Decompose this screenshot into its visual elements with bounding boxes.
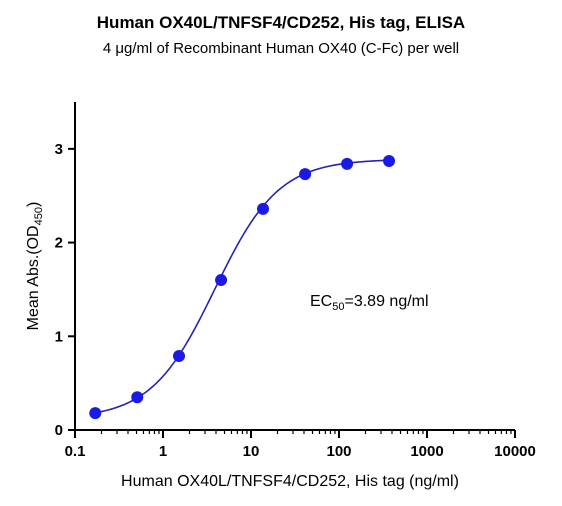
y-axis-label: Mean Abs.(OD450) — [25, 202, 45, 331]
x-tick-label: 10000 — [494, 443, 536, 460]
ec50-prefix: EC — [310, 293, 332, 310]
y-tick-label: 3 — [55, 141, 63, 158]
y-tick-label: 1 — [55, 328, 63, 345]
x-axis-label: Human OX40L/TNFSF4/CD252, His tag (ng/ml… — [121, 473, 459, 490]
data-point — [89, 407, 102, 420]
fit-curve — [95, 159, 390, 414]
y-axis-label-close: ) — [25, 202, 42, 207]
chart-subtitle: 4 μg/ml of Recombinant Human OX40 (C-Fc)… — [103, 40, 459, 57]
x-tick-label: 1000 — [410, 443, 443, 460]
data-point — [173, 349, 186, 362]
ec50-value: =3.89 ng/ml — [344, 293, 428, 310]
y-tick-label: 2 — [55, 235, 63, 252]
y-tick-label: 0 — [55, 422, 63, 439]
data-point — [383, 155, 396, 168]
y-axis-label-sub: 450 — [33, 207, 45, 225]
x-tick-label: 0.1 — [65, 443, 86, 460]
ec50-sub: 50 — [332, 301, 344, 313]
data-point — [215, 274, 228, 287]
x-axis: 0.1 1 10 100 1000 10000 — [65, 429, 536, 460]
x-tick-label: 100 — [326, 443, 351, 460]
y-axis-label-main: Mean Abs.(OD — [25, 225, 42, 330]
x-tick-label: 10 — [243, 443, 260, 460]
data-point — [299, 168, 312, 181]
x-tick-label: 1 — [159, 443, 167, 460]
data-point — [131, 391, 144, 404]
chart-title: Human OX40L/TNFSF4/CD252, His tag, ELISA — [97, 13, 465, 32]
ec50-annotation: EC50=3.89 ng/ml — [310, 293, 429, 313]
data-point — [257, 202, 270, 215]
data-point — [341, 157, 354, 170]
y-axis: 0 1 2 3 — [55, 102, 76, 439]
